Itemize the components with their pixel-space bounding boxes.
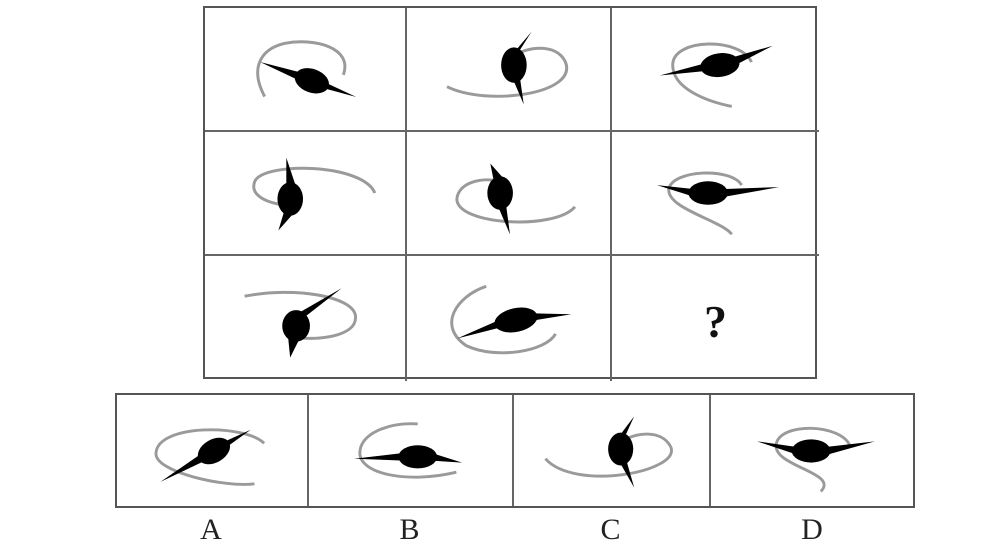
answer-options [115,393,915,508]
spiral-figure [711,395,917,506]
spiral-figure [205,256,405,381]
puzzle-grid: ? [203,6,817,379]
spiral-figure [407,8,610,130]
grid-cell-r1c1 [205,8,407,132]
spiral-figure [205,132,405,254]
spiral-figure [407,132,610,254]
option-labels: A B C D [115,512,915,548]
grid-cell-r2c3 [612,132,819,256]
spiral-figure [407,256,610,381]
spiral-figure [309,395,512,506]
option-label-c[interactable]: C [512,512,709,548]
grid-cell-r3c3: ? [612,256,819,381]
option-c[interactable] [514,395,711,506]
grid-cell-r3c2 [407,256,612,381]
grid-cell-r2c1 [205,132,407,256]
question-mark: ? [612,256,819,381]
spiral-figure [612,8,819,130]
option-d[interactable] [711,395,917,506]
spiral-figure [514,395,709,506]
option-label-a[interactable]: A [115,512,307,548]
grid-cell-r1c3 [612,8,819,132]
spiral-figure [205,8,405,130]
option-label-d[interactable]: D [709,512,915,548]
grid-cell-r2c2 [407,132,612,256]
grid-cell-r3c1 [205,256,407,381]
grid-cell-r1c2 [407,8,612,132]
option-b[interactable] [309,395,514,506]
spiral-figure [117,395,307,506]
option-a[interactable] [117,395,309,506]
option-label-b[interactable]: B [307,512,512,548]
spiral-figure [612,132,819,254]
